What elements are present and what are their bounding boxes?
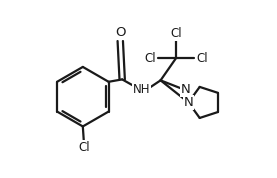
Text: Cl: Cl <box>144 52 156 65</box>
Text: N: N <box>184 96 193 109</box>
Text: N: N <box>181 83 190 96</box>
Text: Cl: Cl <box>78 141 89 154</box>
Text: Cl: Cl <box>196 52 208 65</box>
Text: O: O <box>115 26 125 39</box>
Text: Cl: Cl <box>170 27 182 40</box>
Text: NH: NH <box>133 83 150 96</box>
